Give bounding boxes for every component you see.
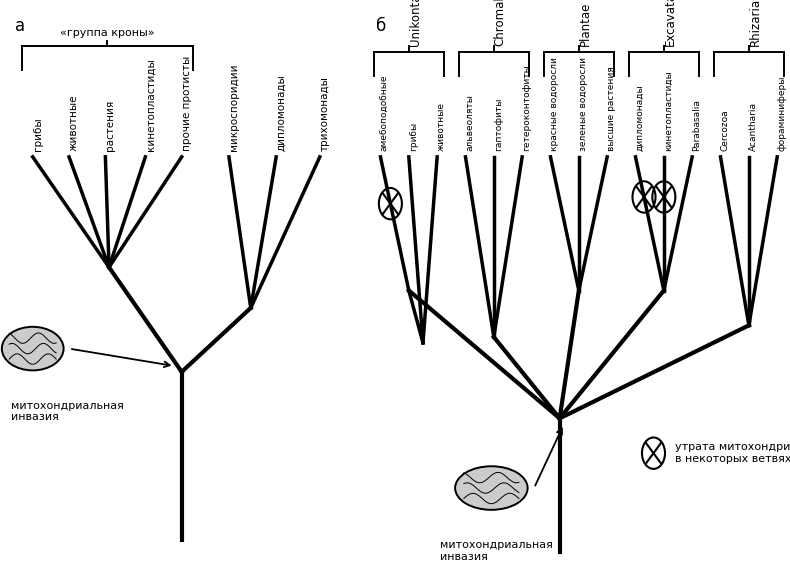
Text: гаптофиты: гаптофиты	[494, 98, 502, 151]
Text: кинетопластиды: кинетопластиды	[145, 58, 156, 151]
Text: прочие протисты: прочие протисты	[182, 56, 192, 151]
Text: дипломонады: дипломонады	[276, 74, 286, 151]
Text: красные водоросли: красные водоросли	[551, 57, 559, 151]
Text: животные: животные	[69, 95, 79, 151]
Text: Unikonta: Unikonta	[408, 0, 422, 46]
Text: альвеоляты: альвеоляты	[465, 94, 475, 151]
Text: «группа кроны»: «группа кроны»	[60, 28, 155, 38]
Text: Rhizaria: Rhizaria	[749, 0, 762, 46]
Text: Cercozoa: Cercozoa	[720, 109, 729, 151]
Text: утрата митохондрий
в некоторых ветвях: утрата митохондрий в некоторых ветвях	[675, 442, 790, 464]
Text: высшие растения: высшие растения	[608, 66, 616, 151]
Text: амебоподобные: амебоподобные	[381, 74, 389, 151]
Text: микроспоридии: микроспоридии	[229, 63, 239, 151]
Text: кинетопластиды: кинетопластиды	[664, 70, 673, 151]
Ellipse shape	[455, 466, 528, 510]
Text: дипломонады: дипломонады	[635, 84, 645, 151]
Text: грибы: грибы	[32, 117, 43, 151]
Text: трихомонады: трихомонады	[320, 76, 329, 151]
Ellipse shape	[2, 327, 64, 371]
Text: Parabasalia: Parabasalia	[692, 99, 702, 151]
Text: митохондриальная
инвазия: митохондриальная инвазия	[440, 540, 553, 562]
Text: растения: растения	[105, 100, 115, 151]
Text: животные: животные	[437, 102, 446, 151]
Text: зеленые водоросли: зеленые водоросли	[579, 57, 588, 151]
Text: б: б	[376, 17, 386, 35]
Text: Plantae: Plantae	[579, 2, 592, 46]
Text: а: а	[14, 17, 24, 35]
Text: Chromalveolata: Chromalveolata	[494, 0, 507, 46]
Text: грибы: грибы	[408, 122, 418, 151]
Text: Excavata: Excavata	[664, 0, 677, 46]
Text: Acantharia: Acantharia	[749, 102, 758, 151]
Text: митохондриальная
инвазия: митохондриальная инвазия	[11, 401, 124, 422]
Text: гетероконтофиты: гетероконтофиты	[522, 64, 531, 151]
Text: фораминиферы: фораминиферы	[777, 76, 786, 151]
